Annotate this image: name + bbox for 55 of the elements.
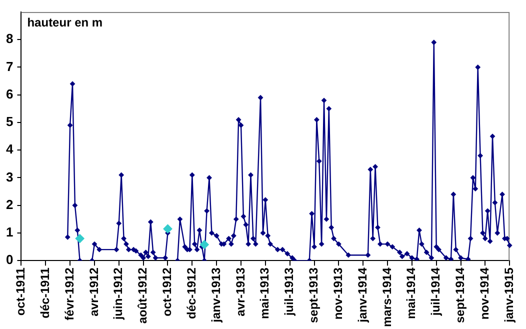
point: [75, 234, 84, 244]
x-tick-label: avr-1912: [86, 267, 101, 316]
x-tick-label: avr-1913: [233, 267, 248, 316]
x-tick-label: févr-1912: [62, 267, 76, 320]
y-tick-label: 7: [6, 58, 14, 74]
point: [116, 220, 122, 226]
y-tick-label: 3: [6, 169, 14, 184]
point: [153, 255, 158, 260]
x-tick-label: mai-1914: [404, 267, 418, 319]
y-tick-label: 4: [6, 142, 14, 157]
point: [163, 224, 172, 234]
y-tick-label: 1: [6, 224, 14, 240]
point: [140, 255, 146, 260]
point: [96, 247, 102, 252]
y-tick-label: 2: [6, 196, 14, 212]
point: [114, 247, 119, 252]
x-tick-label: mars-1914: [380, 267, 394, 328]
point: [124, 242, 129, 247]
point: [148, 219, 154, 224]
x-tick-label: nov-1914: [477, 267, 492, 320]
x-tick-label: juil-1914: [428, 267, 443, 317]
x-tick-label: juin-1912: [111, 267, 126, 321]
point: [65, 234, 70, 240]
point: [72, 202, 78, 208]
point: [121, 236, 126, 242]
y-axis-title: hauteur en m: [27, 15, 103, 30]
x-tick-label: janv-1915: [502, 267, 516, 324]
point: [150, 250, 156, 255]
x-tick-label: sept-1914: [453, 267, 468, 323]
y-tick-label: 8: [6, 31, 14, 46]
x-tick-label: déc-1912: [184, 267, 198, 319]
point: [146, 254, 151, 259]
x-tick-label: mai-1913: [258, 267, 272, 319]
y-tick-label: 6: [6, 86, 14, 102]
x-tick-label: juil-1913: [282, 267, 296, 317]
point: [138, 252, 144, 258]
x-tick-label: oct-1912: [160, 267, 174, 316]
x-tick-label: janv-1913: [208, 267, 223, 324]
point: [74, 228, 80, 233]
point: [118, 172, 124, 178]
x-tick-label: oct-1911: [14, 267, 28, 316]
point: [200, 240, 209, 250]
point: [68, 122, 73, 128]
x-tick-label: déc-1911: [38, 267, 52, 318]
point: [70, 81, 76, 86]
point: [162, 255, 168, 260]
point: [143, 250, 148, 255]
x-tick-label: nov-1913: [330, 267, 345, 320]
y-tick-label: 5: [6, 114, 14, 130]
x-tick-label: août-1912: [136, 267, 150, 324]
x-tick-label: sept-1913: [306, 267, 321, 323]
x-tick-label: janv-1914: [355, 267, 370, 324]
y-tick-label: 0: [6, 252, 14, 268]
point: [126, 247, 132, 252]
point: [92, 242, 97, 247]
